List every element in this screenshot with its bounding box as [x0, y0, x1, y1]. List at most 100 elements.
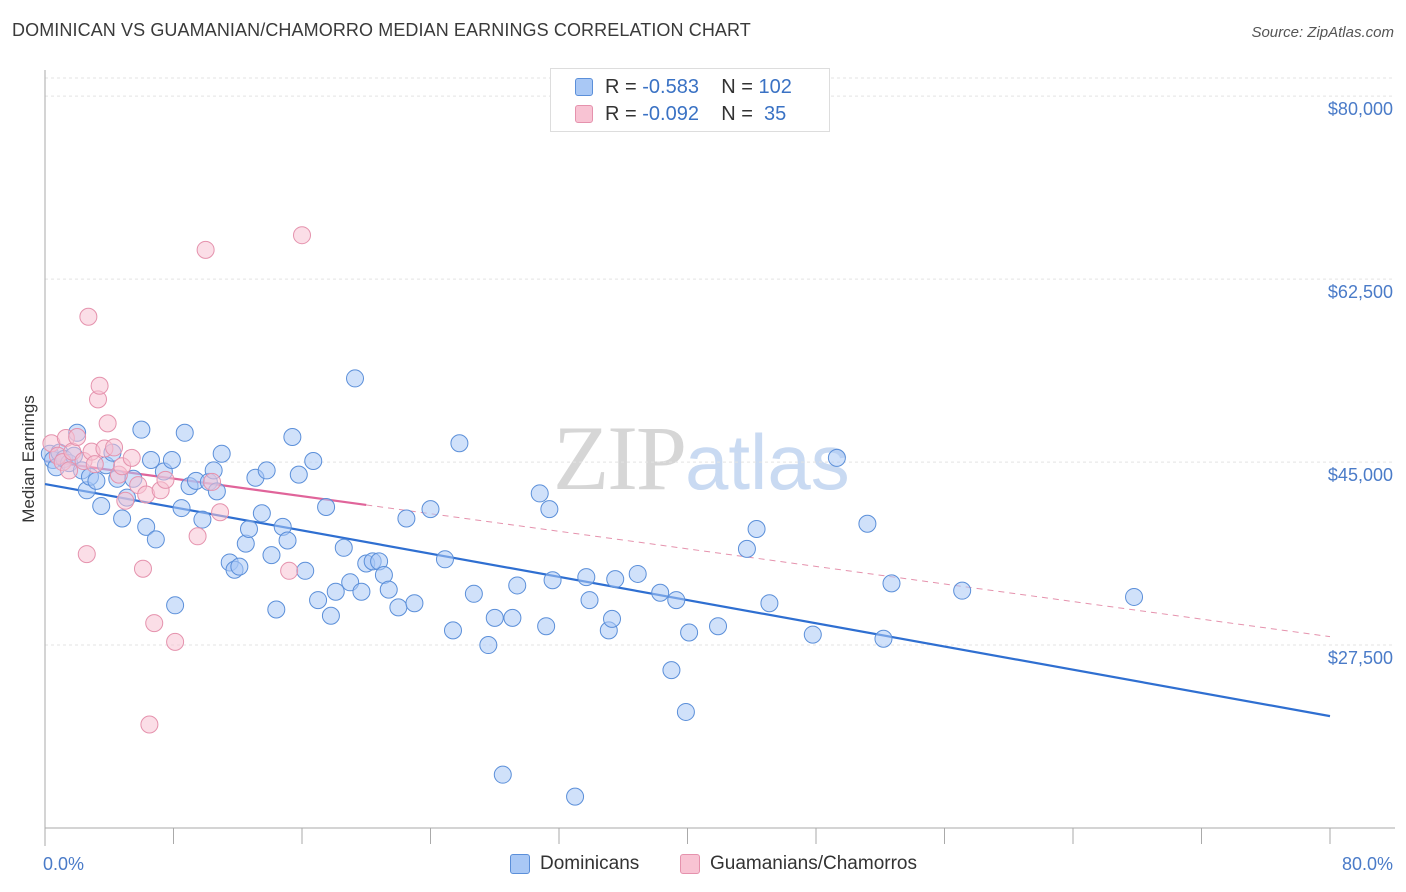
- point-guamanian: [145, 614, 164, 633]
- point-dominican: [267, 600, 286, 619]
- series-label-guamanians: Guamanians/Chamorros: [710, 853, 917, 874]
- point-dominican: [566, 787, 585, 806]
- point-guamanian: [293, 226, 311, 245]
- point-dominican: [603, 609, 622, 628]
- point-dominican: [162, 450, 181, 469]
- point-dominican: [760, 594, 779, 613]
- series-legend-guamanians: Guamanians/Chamorros: [680, 852, 917, 876]
- point-dominican: [166, 596, 185, 615]
- point-dominican: [530, 484, 549, 503]
- legend-r-value: -0.583: [642, 75, 699, 98]
- point-guamanian: [140, 715, 159, 734]
- point-guamanian: [166, 632, 185, 651]
- point-dominican: [389, 598, 408, 617]
- point-guamanian: [156, 470, 175, 489]
- point-dominican: [193, 510, 212, 529]
- point-dominican: [397, 509, 416, 528]
- point-dominican: [503, 608, 522, 627]
- point-dominican: [827, 448, 846, 467]
- point-dominican: [113, 509, 132, 528]
- point-dominican: [132, 420, 151, 439]
- point-guamanian: [105, 438, 124, 457]
- point-dominican: [747, 519, 766, 538]
- point-dominican: [283, 427, 302, 446]
- point-dominican: [858, 514, 877, 533]
- point-dominican: [874, 629, 893, 648]
- point-dominican: [606, 570, 625, 589]
- legend-r-label: R =: [605, 102, 643, 125]
- grid-lines: [45, 77, 1395, 646]
- x-tick-label: 0.0%: [43, 854, 84, 874]
- point-dominican: [236, 534, 255, 553]
- point-dominican: [296, 561, 315, 580]
- point-dominican: [443, 621, 462, 640]
- point-dominican: [493, 765, 512, 784]
- point-dominican: [508, 576, 527, 595]
- point-dominican: [278, 531, 297, 550]
- point-dominican: [543, 571, 562, 590]
- point-dominican: [485, 608, 504, 627]
- legend-row-guamanians: R = -0.092 N = 35: [575, 102, 786, 126]
- legend-n-label: N =: [721, 102, 759, 125]
- point-dominican: [580, 591, 599, 610]
- point-dominican: [309, 591, 328, 610]
- point-dominican: [212, 444, 231, 463]
- y-tick-label: $45,000: [1328, 465, 1393, 485]
- point-dominican: [175, 423, 194, 442]
- point-guamanian: [60, 461, 79, 480]
- point-dominican: [435, 550, 454, 569]
- legend-swatch-guamanians: [575, 105, 593, 123]
- point-dominican: [953, 581, 972, 600]
- point-dominican: [803, 625, 822, 644]
- point-dominican: [304, 452, 323, 471]
- axis-labels: $27,500 $45,000 $62,500 $80,000 0.0% 80.0% Med…: [19, 99, 1393, 874]
- point-dominican: [230, 557, 249, 576]
- point-dominican: [882, 574, 901, 593]
- trend-line-dominican: [44, 482, 1331, 718]
- point-dominican: [146, 530, 165, 549]
- point-dominican: [92, 496, 111, 515]
- legend-r-value: -0.092: [642, 102, 699, 125]
- point-dominican: [405, 594, 424, 613]
- data-points: [40, 226, 1144, 806]
- point-guamanian: [68, 427, 87, 446]
- point-dominican: [262, 546, 281, 565]
- point-dominican: [479, 636, 498, 655]
- point-dominican: [142, 450, 161, 469]
- point-dominican: [737, 539, 756, 558]
- point-guamanian: [98, 414, 117, 433]
- point-dominican: [317, 498, 336, 517]
- point-dominican: [326, 582, 345, 601]
- legend-n-label: N =: [721, 75, 759, 98]
- point-dominican: [289, 465, 308, 484]
- point-dominican: [257, 461, 276, 480]
- y-tick-label: $27,500: [1328, 648, 1393, 668]
- point-dominican: [252, 504, 271, 523]
- point-guamanian: [90, 376, 109, 395]
- chart-title: DOMINICAN VS GUAMANIAN/CHAMORRO MEDIAN E…: [12, 20, 751, 40]
- point-dominican: [421, 500, 440, 519]
- point-dominican: [334, 538, 353, 557]
- legend-row-dominicans: R = -0.583 N = 102: [575, 75, 792, 99]
- legend-swatch-dominicans: [575, 78, 593, 96]
- y-tick-label: $80,000: [1328, 99, 1393, 119]
- axes: [44, 70, 1395, 846]
- series-label-dominicans: Dominicans: [540, 853, 640, 874]
- point-dominican: [628, 564, 647, 583]
- point-dominican: [321, 606, 340, 625]
- point-guamanian: [79, 307, 98, 326]
- point-guamanian: [196, 240, 215, 259]
- point-guamanian: [77, 545, 96, 564]
- point-dominican: [680, 623, 699, 642]
- point-dominican: [346, 369, 365, 388]
- point-dominican: [239, 519, 258, 538]
- point-dominican: [87, 471, 106, 490]
- series-swatch-dominicans: [510, 854, 530, 874]
- watermark: ZIPatlas: [553, 405, 850, 511]
- point-guamanian: [116, 491, 135, 510]
- point-dominican: [379, 580, 398, 599]
- point-guamanian: [133, 559, 152, 578]
- point-dominican: [676, 702, 695, 721]
- correlation-legend: R = -0.583 N = 102 R = -0.092 N = 35: [550, 68, 830, 132]
